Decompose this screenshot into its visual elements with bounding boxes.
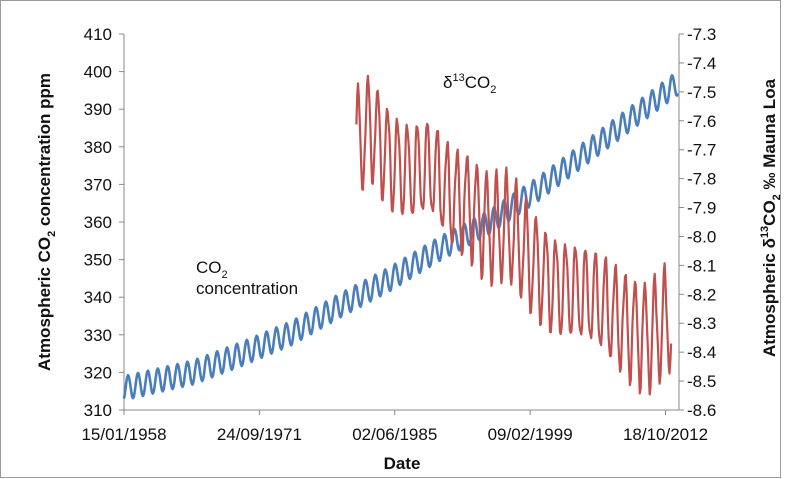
left-y-tick-label: 370 bbox=[84, 175, 112, 194]
right-y-tick-label: -7.9 bbox=[687, 199, 716, 218]
right-y-tick-label: -7.4 bbox=[687, 54, 716, 73]
right-y-tick-label: -8.3 bbox=[687, 314, 716, 333]
x-ticks: 15/01/1958 24/09/1971 02/06/1985 09/02/1999… bbox=[81, 410, 708, 444]
left-y-tick-label: 380 bbox=[84, 138, 112, 157]
right-y-tick-label: -7.7 bbox=[687, 141, 716, 160]
right-y-tick-label: -7.5 bbox=[687, 83, 716, 102]
x-tick-label: 09/02/1999 bbox=[488, 425, 573, 444]
right-y-tick-label: -8.2 bbox=[687, 285, 716, 304]
d13co2-line bbox=[355, 74, 673, 396]
right-y-tick-label: -8.0 bbox=[687, 227, 716, 246]
left-y-tick-label: 410 bbox=[84, 25, 112, 44]
d13co2-series-label: δ13CO2 bbox=[443, 72, 496, 96]
left-y-ticks: 310 320 330 340 350 360 370 380 390 400 410 bbox=[84, 25, 124, 420]
right-y-tick-label: -7.8 bbox=[687, 170, 716, 189]
x-axis-title: Date bbox=[384, 454, 421, 473]
chart-frame bbox=[0, 0, 781, 478]
right-y-tick-label: -8.6 bbox=[687, 401, 716, 420]
x-tick-label: 24/09/1971 bbox=[217, 425, 302, 444]
x-tick-label: 15/01/1958 bbox=[81, 425, 166, 444]
right-y-axis-title: Atmospheric δ13CO2 ‰ Mauna Loa bbox=[759, 78, 783, 357]
left-y-axis-title: Atmospheric CO2 concentration ppm bbox=[35, 73, 58, 371]
right-y-tick-label: -7.6 bbox=[687, 112, 716, 131]
right-y-tick-label: -7.3 bbox=[687, 25, 716, 44]
right-y-ticks: -8.6 -8.5 -8.4 -8.3 -8.2 -8.1 -8.0 -7.9 -7.8 -7.7… bbox=[679, 25, 716, 420]
right-y-tick-label: -8.4 bbox=[687, 343, 716, 362]
co2-series-label: CO2 concentration bbox=[196, 258, 298, 298]
left-y-tick-label: 320 bbox=[84, 363, 112, 382]
right-y-tick-label: -8.1 bbox=[687, 256, 716, 275]
left-y-tick-label: 400 bbox=[84, 63, 112, 82]
left-y-tick-label: 360 bbox=[84, 213, 112, 232]
left-y-tick-label: 310 bbox=[84, 401, 112, 420]
right-y-tick-label: -8.5 bbox=[687, 372, 716, 391]
left-y-tick-label: 330 bbox=[84, 326, 112, 345]
x-tick-label: 18/10/2012 bbox=[623, 425, 708, 444]
left-y-tick-label: 390 bbox=[84, 100, 112, 119]
left-y-tick-label: 350 bbox=[84, 251, 112, 270]
co2-concentration-line bbox=[122, 74, 680, 400]
x-tick-label: 02/06/1985 bbox=[352, 425, 437, 444]
left-y-tick-label: 340 bbox=[84, 288, 112, 307]
